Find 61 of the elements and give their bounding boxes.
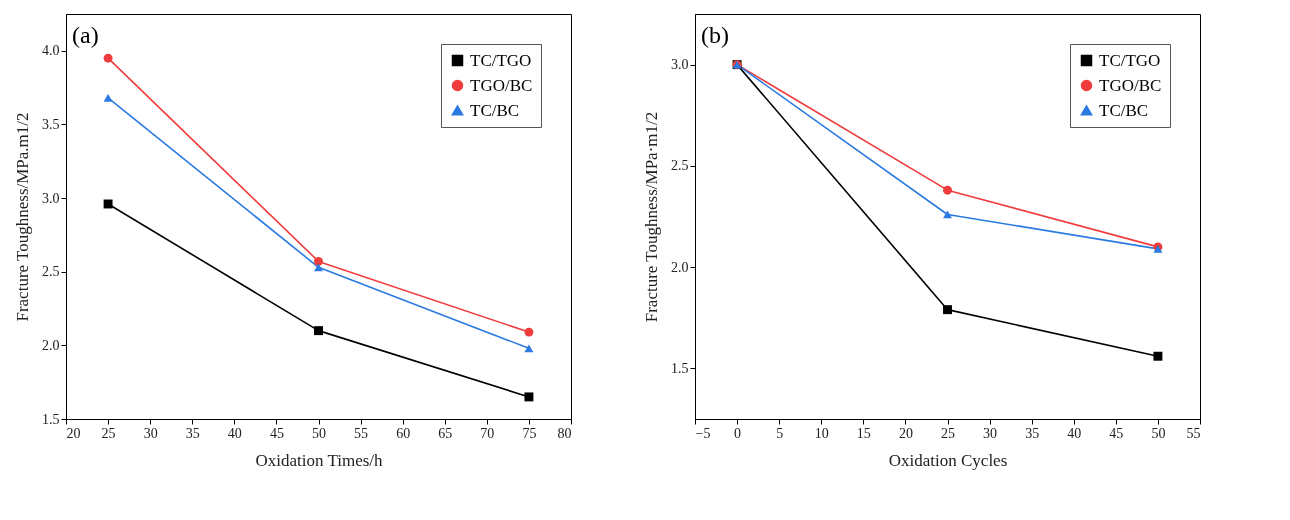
point — [314, 256, 323, 266]
y-axis-title: Fracture Toughness/MPa·m1/2 — [642, 111, 661, 323]
x-tick-label: 45 — [1109, 425, 1124, 441]
legend-label: TC/TGO — [470, 50, 532, 70]
x-axis-title: Oxidation Times/h — [255, 450, 384, 470]
point — [943, 210, 952, 219]
x-tick-label: 40 — [227, 425, 242, 441]
y-tick-label: 2.5 — [671, 158, 689, 174]
x-tick-label: 30 — [983, 425, 998, 441]
point — [314, 263, 323, 272]
y-tick-label: 4.0 — [42, 43, 60, 59]
x-tick-label: 55 — [1186, 425, 1201, 441]
point — [103, 199, 113, 209]
point — [943, 305, 952, 315]
x-tick-label: 10 — [814, 425, 829, 441]
legend-label: TC/BC — [1099, 100, 1149, 120]
y-tick-label: 2.0 — [671, 259, 689, 275]
x-tick-label: 35 — [1025, 425, 1040, 441]
point — [103, 53, 113, 63]
x-tick-label: 50 — [312, 425, 326, 441]
x-tick-label: 60 — [396, 425, 411, 441]
x-tick-label: 80 — [557, 425, 572, 441]
point — [524, 392, 534, 402]
x-tick-label: 35 — [185, 425, 200, 441]
y-tick-label: 1.5 — [671, 360, 689, 376]
x-tick-label: 25 — [101, 425, 116, 441]
legend-label: TC/BC — [470, 100, 520, 120]
y-tick-label: 3.0 — [42, 190, 60, 206]
point — [943, 185, 952, 195]
y-tick-label: 2.0 — [42, 337, 60, 353]
x-tick-label: −5 — [695, 425, 711, 441]
x-tick-label: 55 — [354, 425, 369, 441]
x-tick-label: 20 — [898, 425, 913, 441]
y-tick-label: 1.5 — [42, 411, 60, 427]
x-tick-label: 70 — [480, 425, 495, 441]
x-tick-label: 40 — [1067, 425, 1082, 441]
x-tick-label: 50 — [1151, 425, 1166, 441]
point — [1153, 351, 1163, 361]
point — [524, 344, 534, 353]
y-tick-label: 2.5 — [42, 264, 60, 280]
x-tick-label: 20 — [66, 425, 81, 441]
x-tick-label: 25 — [941, 425, 955, 441]
x-axis-title: Oxidation Cycles — [888, 450, 1008, 470]
x-tick-label: 75 — [522, 425, 537, 441]
legend-label: TGO/BC — [1099, 75, 1162, 95]
annotation: (a) — [72, 22, 99, 48]
point — [103, 94, 113, 102]
legend-label: TGO/BC — [470, 75, 533, 95]
y-axis-title: Fracture Toughness/MPa.m1/2 — [13, 112, 32, 322]
point — [524, 327, 534, 337]
x-tick-label: 30 — [143, 425, 158, 441]
point — [314, 326, 323, 336]
x-tick-label: 45 — [269, 425, 284, 441]
x-tick-label: 5 — [776, 425, 784, 441]
annotation: (b) — [701, 22, 729, 48]
legend-label: TC/TGO — [1099, 50, 1161, 70]
x-tick-label: 0 — [734, 425, 742, 441]
y-tick-label: 3.0 — [671, 57, 689, 73]
x-tick-label: 15 — [856, 425, 871, 441]
x-tick-label: 65 — [438, 425, 453, 441]
y-tick-label: 3.5 — [42, 116, 60, 132]
